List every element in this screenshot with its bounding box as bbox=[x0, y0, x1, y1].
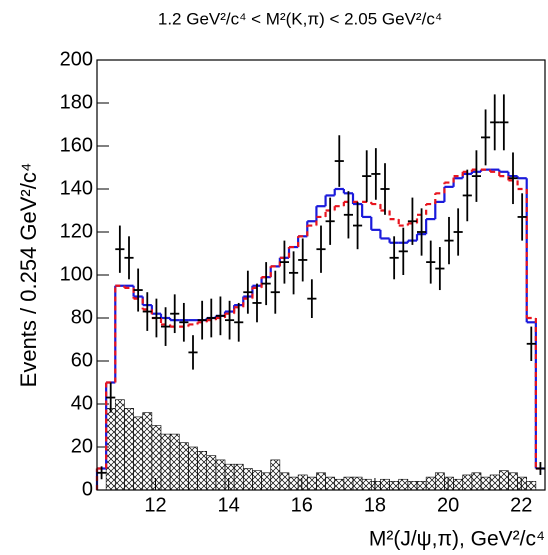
y-axis-label: Events / 0.254 GeV²/c⁴ bbox=[16, 163, 41, 388]
background-bar bbox=[508, 472, 518, 491]
background-bar bbox=[471, 472, 482, 491]
chart-title: 1.2 GeV²/c⁴ < M²(K,π) < 2.05 GeV²/c⁴ bbox=[158, 9, 442, 28]
y-tick-label: 80 bbox=[71, 306, 93, 328]
background-bar bbox=[178, 442, 189, 491]
background-bar bbox=[288, 476, 299, 491]
background-bar bbox=[306, 476, 317, 491]
y-tick-label: 180 bbox=[60, 91, 93, 113]
background-bar bbox=[480, 476, 491, 491]
y-tick-label: 200 bbox=[60, 48, 93, 70]
y-tick-label: 20 bbox=[71, 435, 93, 457]
background-bar bbox=[279, 472, 290, 491]
background-bar bbox=[252, 470, 262, 491]
background-bar bbox=[370, 481, 381, 491]
background-bar bbox=[133, 416, 144, 491]
background-bar bbox=[425, 476, 436, 491]
background-bar bbox=[215, 459, 226, 491]
y-tick-label: 140 bbox=[60, 177, 93, 199]
y-tick-label: 40 bbox=[71, 392, 93, 414]
background-bar bbox=[206, 455, 217, 491]
plot-area: 0 20 40 60 80 100 120 140 160 180 200 12 14 16 18 20 22 bbox=[60, 48, 545, 516]
background-bar bbox=[160, 433, 171, 491]
background-bar bbox=[142, 412, 153, 491]
x-tick-label: 20 bbox=[437, 494, 459, 516]
background-bar bbox=[224, 463, 235, 491]
background-bar bbox=[389, 481, 400, 491]
background-bar bbox=[416, 481, 427, 491]
background-bar bbox=[444, 476, 454, 491]
x-axis-label: M²(J/ψ,π), GeV²/c⁴ bbox=[369, 528, 545, 551]
background-bar bbox=[462, 474, 473, 491]
y-tick-label: 100 bbox=[60, 263, 93, 285]
background-bar bbox=[316, 472, 326, 491]
background-bar bbox=[270, 459, 281, 491]
x-tick-label: 16 bbox=[291, 494, 313, 516]
background-bar bbox=[188, 446, 198, 491]
background-bar bbox=[334, 478, 345, 491]
background-bar bbox=[297, 474, 308, 491]
background-bar bbox=[361, 478, 372, 491]
y-tick-label: 0 bbox=[82, 478, 93, 500]
plot-frame bbox=[96, 59, 546, 491]
y-tick-label: 60 bbox=[71, 349, 93, 371]
background-bar bbox=[105, 407, 116, 491]
background-bar bbox=[169, 433, 180, 491]
background-bar bbox=[526, 481, 537, 491]
background-bar bbox=[434, 472, 445, 491]
background-bar bbox=[233, 463, 244, 491]
background-bar bbox=[489, 474, 500, 491]
background-bar bbox=[517, 476, 528, 491]
x-tick-label: 22 bbox=[510, 494, 532, 516]
x-tick-label: 18 bbox=[364, 494, 386, 516]
background-bar bbox=[352, 476, 363, 491]
background-bar bbox=[407, 481, 418, 491]
background-bar bbox=[398, 478, 409, 491]
background-bar bbox=[114, 399, 125, 491]
background-bar bbox=[242, 468, 253, 491]
x-tick-label: 12 bbox=[144, 494, 166, 516]
background-bar bbox=[498, 470, 509, 491]
y-tick-label: 120 bbox=[60, 220, 93, 242]
background-bar bbox=[325, 476, 336, 491]
background-bar bbox=[453, 478, 464, 491]
background-bar bbox=[151, 425, 162, 491]
background-bar bbox=[124, 407, 134, 491]
background-bar bbox=[197, 450, 208, 491]
y-tick-label: 160 bbox=[60, 134, 93, 156]
background-bar bbox=[380, 478, 390, 491]
background-bar bbox=[261, 472, 272, 491]
background-bar bbox=[343, 476, 354, 491]
x-tick-label: 14 bbox=[218, 494, 240, 516]
